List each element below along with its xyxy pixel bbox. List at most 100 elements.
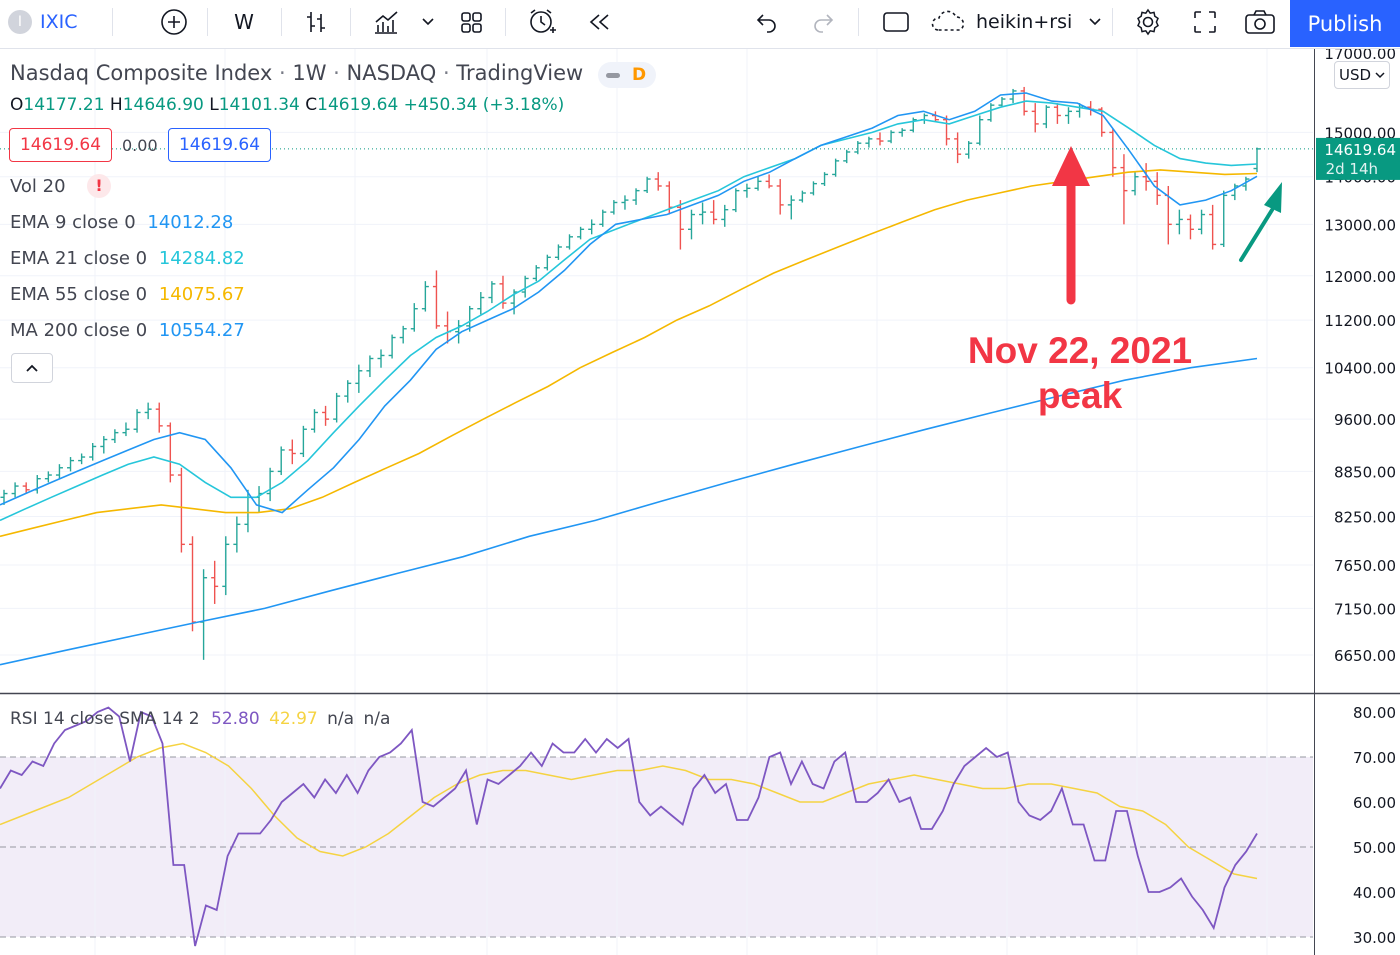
ohlc-bar	[144, 402, 152, 420]
ohlc-bar	[865, 136, 873, 148]
sell-price-button[interactable]: 14619.64	[9, 128, 112, 162]
market-status-badge[interactable]: D	[598, 62, 656, 88]
collapse-legend-button[interactable]	[11, 353, 53, 383]
symbol-search[interactable]: I IXIC	[8, 0, 88, 44]
warning-icon[interactable]: !	[87, 174, 111, 198]
ohlc-bar	[78, 453, 86, 465]
publish-button[interactable]: Publish	[1290, 0, 1400, 47]
chart-title: Nasdaq Composite Index	[10, 61, 273, 85]
symbol-logo-icon: I	[8, 10, 32, 34]
ohlc-bar	[643, 176, 651, 194]
ohlc-bar	[1242, 176, 1250, 191]
rsi-na-value: n/a	[327, 709, 355, 729]
price-axis-label: 11200.00	[1324, 312, 1396, 330]
ohlc-bar	[377, 349, 385, 368]
buy-price-button[interactable]: 14619.64	[168, 128, 271, 162]
indicators-button[interactable]	[366, 0, 406, 44]
ohlc-bar	[1186, 214, 1194, 240]
indicator-label: EMA 21 close 0	[10, 248, 148, 269]
ohlc-bar	[821, 172, 829, 186]
ohlc-bar	[166, 422, 174, 483]
ohlc-bar	[277, 446, 285, 476]
indicator-value: 14012.28	[147, 212, 234, 233]
ohlc-bar	[432, 270, 440, 329]
price-axis-label: 7650.00	[1334, 557, 1396, 575]
ohlc-bar	[798, 190, 806, 203]
undo-button[interactable]	[748, 0, 786, 44]
green-arrow	[1239, 182, 1282, 262]
ohlc-bar	[954, 132, 962, 164]
ohlc-bar	[111, 429, 119, 443]
settings-button[interactable]	[1128, 0, 1168, 44]
price-axis-label: 8250.00	[1334, 508, 1396, 526]
indicator-ema21[interactable]: EMA 21 close 0 14284.82	[10, 248, 245, 269]
toolbar-divider	[350, 8, 351, 36]
ohlc-bar	[632, 188, 640, 205]
ohlc-bar	[1031, 103, 1039, 133]
price-axis-label: 10400.00	[1324, 360, 1396, 378]
ohlc-bar	[266, 467, 274, 502]
fullscreen-selection-button[interactable]	[876, 0, 916, 44]
layout-name-label: heikin+rsi	[976, 11, 1073, 33]
toolbar-divider	[1112, 8, 1113, 36]
ohlc-bar	[676, 200, 684, 250]
open-label: O	[10, 95, 24, 115]
ohlc-bar	[1120, 154, 1128, 225]
alert-button[interactable]	[522, 0, 562, 44]
rsi-label: RSI 14 close SMA 14 2	[10, 709, 200, 729]
ohlc-bar	[854, 141, 862, 155]
ohlc-bar	[44, 471, 52, 483]
market-status-letter: D	[632, 65, 647, 85]
ohlc-bar	[843, 149, 851, 164]
ohlc-bar	[133, 409, 141, 433]
bar-style-button[interactable]	[298, 0, 334, 44]
ohlc-bars-icon	[307, 12, 325, 32]
layout-name-button[interactable]: heikin+rsi	[930, 0, 1110, 44]
ohlc-bar	[1231, 183, 1239, 201]
price-axis-label: 8850.00	[1334, 463, 1396, 481]
fullscreen-button[interactable]	[1186, 0, 1224, 44]
price-axis-label: 7150.00	[1334, 600, 1396, 618]
ohlc-bar	[687, 209, 695, 240]
snapshot-button[interactable]	[1240, 0, 1280, 44]
indicator-label: Vol 20	[10, 176, 66, 197]
ohlc-bar	[410, 303, 418, 332]
price-axis-label: 13000.00	[1324, 216, 1396, 234]
chart-canvas[interactable]: 17000.0015000.0014000.0013000.0012000.00…	[0, 49, 1400, 955]
top-toolbar: I IXIC W heikin+rsi	[0, 0, 1400, 49]
currency-dropdown[interactable]: USD	[1334, 61, 1390, 89]
price-axis-label: 15000.00	[1324, 124, 1396, 142]
green-arrow-shaft	[1239, 208, 1274, 262]
chevron-down-icon	[1375, 72, 1385, 79]
replay-button[interactable]	[580, 0, 618, 44]
symbol-label: IXIC	[40, 11, 78, 33]
high-value: 14646.90	[122, 95, 204, 115]
ohlc-bar	[1131, 172, 1139, 196]
ohlc-bar	[344, 380, 352, 403]
ohlc-bar	[1064, 107, 1072, 124]
indicator-ma200[interactable]: MA 200 close 0 10554.27	[10, 320, 245, 341]
ohlc-bar	[366, 355, 374, 378]
ohlc-bar	[577, 226, 585, 240]
indicator-vol[interactable]: Vol 20	[10, 176, 66, 197]
ohlc-bar	[976, 115, 984, 146]
interval-button[interactable]: W	[226, 0, 262, 44]
layouts-button[interactable]	[452, 0, 490, 44]
ohlc-bar	[566, 234, 574, 250]
indicators-dropdown[interactable]	[416, 0, 440, 44]
redo-button[interactable]	[804, 0, 842, 44]
compare-button[interactable]	[155, 0, 193, 44]
ohlc-bar	[1198, 209, 1206, 235]
indicator-ema55[interactable]: EMA 55 close 0 14075.67	[10, 284, 245, 305]
interval-label: W	[234, 10, 254, 34]
indicator-ema9[interactable]: EMA 9 close 0 14012.28	[10, 212, 233, 233]
minus-icon	[606, 72, 620, 78]
indicator-label: EMA 9 close 0	[10, 212, 136, 233]
rsi-legend[interactable]: RSI 14 close SMA 14 2 52.80 42.97 n/a n/…	[10, 709, 390, 729]
peak-annotation[interactable]: Nov 22, 2021 peak	[960, 328, 1200, 418]
toolbar-divider	[858, 8, 859, 36]
ohlc-bar	[488, 281, 496, 304]
ohlc-bar	[1220, 190, 1228, 247]
ohlc-bar	[299, 425, 307, 458]
ohlc-bar	[588, 219, 596, 235]
